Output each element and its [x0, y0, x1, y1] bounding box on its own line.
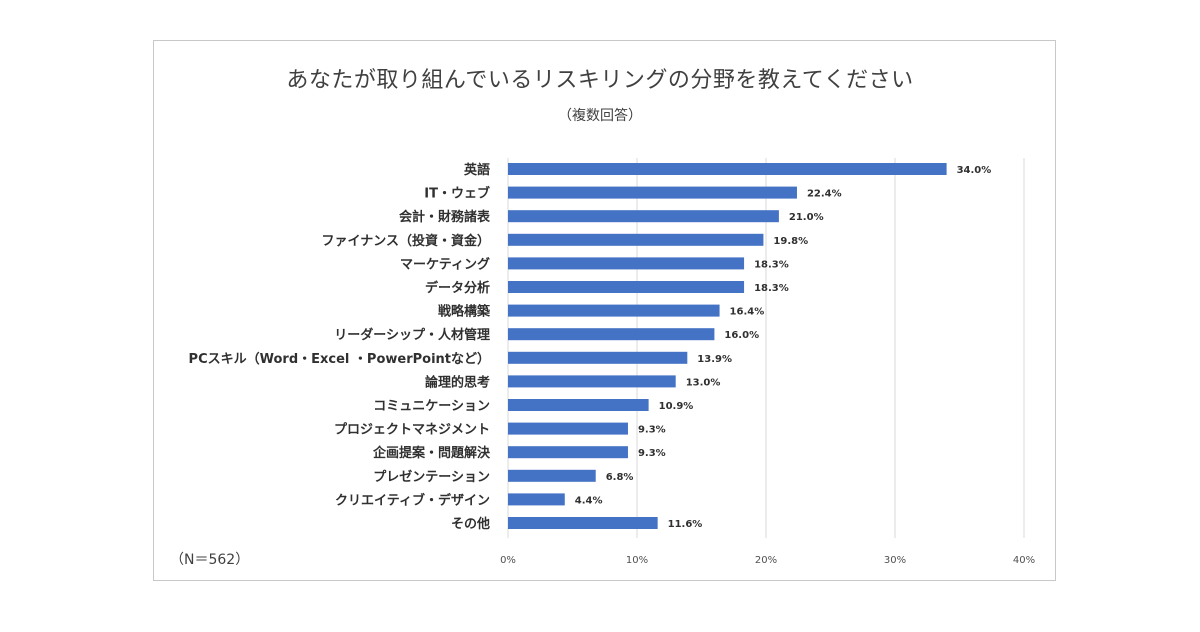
- x-tick-label: 30%: [884, 555, 906, 566]
- x-axis-ticks: 0% 10% 20% 30% 40%: [500, 555, 1035, 566]
- bar: [508, 446, 628, 459]
- x-tick-label: 0%: [500, 555, 516, 566]
- x-tick-label: 20%: [755, 555, 777, 566]
- category-label: その他: [451, 516, 490, 532]
- category-label: コミュニケーション: [373, 399, 490, 414]
- bar: [508, 399, 649, 411]
- category-label: クリエイティブ・デザイン: [335, 492, 490, 508]
- value-label: 19.8%: [773, 236, 808, 247]
- category-label: IT・ウェブ: [424, 186, 490, 202]
- value-label: 21.0%: [789, 212, 824, 223]
- chart-title: あなたが取り組んでいるリスキリングの分野を教えてください: [286, 68, 914, 93]
- x-tick-label: 40%: [1013, 555, 1035, 566]
- value-labels: 34.0% 22.4% 21.0% 19.8% 18.3% 18.3% 16.4% 16.0%…: [575, 165, 992, 530]
- category-label: 論理的思考: [425, 374, 490, 390]
- category-label: プロジェクトマネジメント: [334, 423, 490, 438]
- value-label: 13.9%: [697, 354, 732, 365]
- value-label: 34.0%: [957, 165, 992, 176]
- bar: [508, 328, 715, 341]
- category-label: マーケティング: [400, 256, 490, 272]
- category-label: データ分析: [425, 280, 490, 296]
- value-label: 9.3%: [638, 425, 666, 436]
- category-label: 英語: [463, 162, 490, 178]
- category-label: 戦略構築: [438, 304, 491, 320]
- value-label: 16.4%: [730, 307, 765, 318]
- bar: [508, 493, 565, 506]
- bar: [508, 163, 947, 175]
- bar: [508, 233, 764, 246]
- value-label: 13.0%: [686, 377, 721, 388]
- bar: [508, 375, 676, 388]
- value-label: 4.4%: [575, 495, 603, 506]
- x-tick-label: 10%: [626, 555, 648, 566]
- bar: [508, 517, 658, 529]
- bar: [508, 257, 745, 270]
- bars: [508, 163, 947, 529]
- bar: [508, 304, 720, 317]
- value-label: 6.8%: [606, 472, 634, 483]
- category-label: ファイナンス（投資・資金）: [322, 233, 490, 249]
- chart-subtitle: （複数回答）: [558, 108, 642, 124]
- sample-size-note: （N＝562）: [170, 552, 250, 568]
- category-label: 会計・財務諸表: [399, 209, 491, 225]
- bar: [508, 186, 797, 199]
- bar: [508, 422, 628, 435]
- category-label: リーダーシップ・人材管理: [334, 327, 490, 343]
- bar: [508, 351, 688, 364]
- bar: [508, 281, 745, 293]
- value-label: 11.6%: [668, 519, 703, 530]
- category-label: 企画提案・問題解決: [372, 445, 491, 461]
- category-label: プレゼンテーション: [373, 469, 490, 485]
- value-label: 22.4%: [807, 189, 842, 200]
- value-label: 16.0%: [724, 330, 759, 341]
- bar: [508, 469, 596, 482]
- bar: [508, 210, 779, 223]
- value-label: 18.3%: [754, 259, 789, 270]
- value-label: 9.3%: [638, 448, 666, 459]
- value-label: 18.3%: [754, 283, 789, 294]
- category-label: PCスキル（Word・Excel ・PowerPointなど）: [189, 351, 490, 367]
- value-label: 10.9%: [659, 401, 694, 412]
